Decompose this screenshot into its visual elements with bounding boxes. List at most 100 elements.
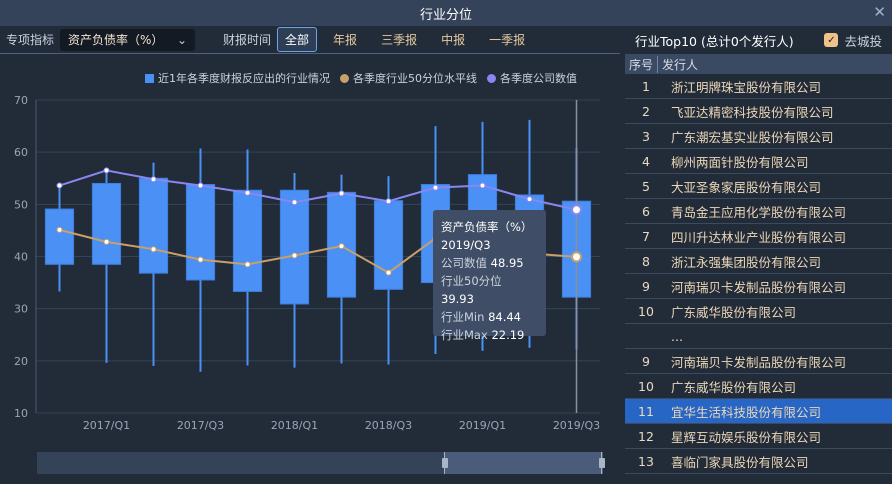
table-row[interactable]: 10 广东威华股份有限公司: [625, 299, 892, 324]
legend-item-box[interactable]: 近1年各季度财报反应出的行业情况: [145, 70, 330, 86]
tooltip-row: 公司数值 48.95: [441, 256, 524, 270]
row-index: 8: [642, 253, 650, 269]
series-point: [432, 184, 439, 191]
series-point: [150, 176, 157, 183]
series-line: [59, 169, 577, 211]
x-tick-label: 2018/Q1: [271, 419, 318, 432]
y-tick-label: 40: [14, 251, 28, 264]
y-tick-label: 60: [14, 146, 28, 159]
row-index: 9: [642, 353, 650, 369]
period-tab[interactable]: 年报: [333, 33, 358, 47]
row-issuer: 广东潮宏基实业股份有限公司: [671, 129, 834, 145]
table-row[interactable]: 7 四川升达林业产业股份有限公司: [625, 224, 892, 249]
series-point: [150, 246, 157, 253]
series-point: [103, 238, 110, 245]
row-issuer: ...: [671, 328, 683, 344]
table-row[interactable]: 8 浙江永强集团股份有限公司: [625, 249, 892, 274]
row-index: 4: [642, 153, 650, 169]
row-index: 3: [642, 128, 650, 144]
series-point: [197, 182, 204, 189]
indicator-label: 专项指标: [6, 33, 55, 47]
datazoom-selection[interactable]: [444, 452, 603, 474]
row-issuer: 四川升达林业产业股份有限公司: [671, 229, 847, 245]
datazoom-handle-start[interactable]: [441, 452, 448, 474]
chart-panel: 专项指标 资产负债率（%） ⌄ 财报时间 全部 年报 三季报 中报 一季报 近1年各季度…: [0, 26, 620, 484]
table-row[interactable]: 3 广东潮宏基实业股份有限公司: [625, 124, 892, 149]
row-issuer: 广东威华股份有限公司: [671, 304, 797, 320]
datazoom-slider[interactable]: [37, 452, 605, 474]
table-row[interactable]: 10 广东威华股份有限公司: [625, 374, 892, 399]
row-index: 9: [642, 278, 650, 294]
x-tick-label: 2019/Q3: [553, 419, 600, 432]
table-row[interactable]: 6 青岛金王应用化学股份有限公司: [625, 199, 892, 224]
table-row[interactable]: 9 河南瑞贝卡发制品股份有限公司: [625, 349, 892, 374]
period-tab[interactable]: 全部: [277, 27, 318, 52]
period-tab[interactable]: 三季报: [381, 33, 418, 47]
series-point: [338, 190, 345, 197]
tooltip-row: 行业Min 84.44: [441, 310, 521, 324]
x-tick-label: 2019/Q1: [459, 419, 506, 432]
period-tab[interactable]: 一季报: [489, 33, 526, 47]
series-point: [526, 196, 533, 203]
series-point: [385, 269, 392, 276]
row-issuer: 浙江明牌珠宝股份有限公司: [671, 79, 822, 95]
table-row[interactable]: 2 飞亚达精密科技股份有限公司: [625, 99, 892, 124]
chart-tooltip: 资产负债率（%） 2019/Q3 公司数值 48.95 行业50分位 39.93…: [433, 210, 546, 342]
title-bar: 行业分位 ✕: [0, 0, 892, 26]
box: [44, 208, 75, 265]
issuer-table-body: 1 浙江明牌珠宝股份有限公司 2 飞亚达精密科技股份有限公司 3 广东潮宏基实业股份有限公…: [625, 74, 892, 474]
row-index: 10: [638, 303, 654, 319]
column-header-index[interactable]: 序号: [625, 55, 658, 73]
tooltip-category: 2019/Q3: [441, 238, 491, 252]
series-point: [385, 198, 392, 205]
row-issuer: 青岛金王应用化学股份有限公司: [671, 204, 847, 220]
table-row[interactable]: 5 大亚圣象家居股份有限公司: [625, 174, 892, 199]
box: [232, 189, 263, 292]
box: [279, 189, 310, 305]
series-point: [291, 199, 298, 206]
legend-item-median[interactable]: 各季度行业50分位水平线: [340, 70, 477, 86]
exclude-chengtou-checkbox[interactable]: ✓ 去城投: [824, 31, 882, 50]
table-row[interactable]: 12 星辉互动娱乐股份有限公司: [625, 424, 892, 449]
close-icon[interactable]: ✕: [873, 3, 886, 21]
table-row[interactable]: 1 浙江明牌珠宝股份有限公司: [625, 74, 892, 99]
row-index: 1: [642, 78, 650, 94]
indicator-select[interactable]: 资产负债率（%） ⌄: [60, 28, 196, 51]
table-row[interactable]: 9 河南瑞贝卡发制品股份有限公司: [625, 274, 892, 299]
period-tabs: 全部 年报 三季报 中报 一季报: [277, 27, 541, 52]
series-point: [291, 252, 298, 259]
top10-title: 行业Top10 (总计0个发行人): [635, 33, 794, 49]
row-index: 6: [642, 203, 650, 219]
row-index: 12: [638, 428, 654, 444]
checkbox-label: 去城投: [844, 33, 882, 49]
table-row[interactable]: 11 宜华生活科技股份有限公司: [625, 399, 892, 424]
tooltip-row: 行业Max 22.19: [441, 328, 525, 342]
row-issuer: 浙江永强集团股份有限公司: [671, 254, 822, 270]
column-header-issuer[interactable]: 发行人: [662, 57, 699, 72]
row-issuer: 飞亚达精密科技股份有限公司: [671, 104, 834, 120]
top10-panel: 行业Top10 (总计0个发行人) ✓ 去城投 序号 发行人 1 浙江明牌珠宝股份…: [625, 26, 892, 484]
period-tab[interactable]: 中报: [441, 33, 466, 47]
window-title: 行业分位: [419, 7, 472, 23]
box: [326, 191, 357, 298]
series-point: [244, 189, 251, 196]
x-tick-label: 2017/Q1: [83, 419, 130, 432]
period-label: 财报时间: [223, 33, 272, 47]
table-row[interactable]: ...: [625, 324, 892, 349]
datazoom-handle-end[interactable]: [599, 452, 605, 474]
series-point: [103, 167, 110, 174]
row-index: 11: [638, 403, 654, 419]
box: [91, 182, 122, 265]
table-row[interactable]: 13 喜临门家具股份有限公司: [625, 449, 892, 474]
y-tick-label: 20: [14, 355, 28, 368]
series-point: [197, 256, 204, 263]
row-issuer: 柳州两面针股份有限公司: [671, 154, 809, 170]
row-issuer: 宜华生活科技股份有限公司: [671, 404, 822, 420]
x-tick-label: 2018/Q3: [365, 419, 412, 432]
legend-item-company[interactable]: 各季度公司数值: [487, 70, 577, 86]
y-tick-label: 50: [14, 198, 28, 211]
table-row[interactable]: 4 柳州两面针股份有限公司: [625, 149, 892, 174]
toolbar: 专项指标 资产负债率（%） ⌄ 财报时间 全部 年报 三季报 中报 一季报: [0, 26, 620, 54]
box: [185, 184, 216, 281]
series-point: [571, 251, 582, 263]
